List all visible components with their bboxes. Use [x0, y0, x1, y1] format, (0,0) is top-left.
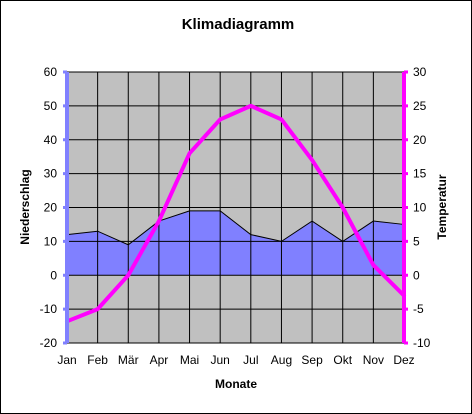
left-axis-tick-label: -20: [40, 336, 58, 350]
left-axis-tick-label: 20: [44, 201, 58, 215]
left-axis-tick-label: -10: [40, 302, 58, 316]
right-axis-tick-label: 20: [413, 133, 427, 147]
plot-area: -20 -10 0 10 20 30 40 50 60 -10 -5 0 5 10 15 20 25 30 Jan F…: [40, 65, 431, 367]
right-axis-tick-label: 25: [413, 99, 427, 113]
x-axis-tick-label: Aug: [271, 353, 292, 367]
x-axis-title: Monate: [215, 377, 257, 391]
left-axis-title: Niederschlag: [18, 169, 32, 244]
x-axis-tick-label: Nov: [363, 353, 384, 367]
right-axis-tick-label: -10: [413, 336, 431, 350]
series-area-niederschlag: [67, 210, 404, 276]
left-axis-tick-label: 50: [44, 99, 58, 113]
left-axis-tick-label: 60: [44, 65, 58, 79]
x-axis-tick-label: Jun: [211, 353, 230, 367]
right-axis-tick-label: 15: [413, 167, 427, 181]
x-axis-tick-label: Dez: [393, 353, 414, 367]
left-axis-tick-label: 10: [44, 234, 58, 248]
right-axis-tick-label: 5: [413, 234, 420, 248]
series-line-temperatur: [65, 103, 406, 324]
x-axis-tick-label: Feb: [87, 353, 108, 367]
x-axis-tick-label: Jul: [243, 353, 258, 367]
right-axis-tick-label: 10: [413, 201, 427, 215]
x-axis-tick-label: Apr: [150, 353, 169, 367]
x-axis-tick-label: Jan: [57, 353, 76, 367]
series-area-outline: [66, 210, 405, 246]
x-axis-tick-label: Sep: [301, 353, 323, 367]
chart-title: Klimadiagramm: [182, 16, 295, 33]
x-axis-tick-label: Mai: [180, 353, 199, 367]
right-axis-tick-label: 0: [413, 268, 420, 282]
left-axis-tick-label: 0: [50, 268, 57, 282]
right-axis-title: Temperatur: [435, 174, 449, 239]
right-axis-tick-label: -5: [413, 302, 424, 316]
right-axis-tick-label: 30: [413, 65, 427, 79]
x-axis-tick-label: Okt: [333, 353, 352, 367]
x-axis-tick-label: Mär: [118, 353, 139, 367]
left-axis-tick-label: 30: [44, 167, 58, 181]
left-axis-tick-label: 40: [44, 133, 58, 147]
